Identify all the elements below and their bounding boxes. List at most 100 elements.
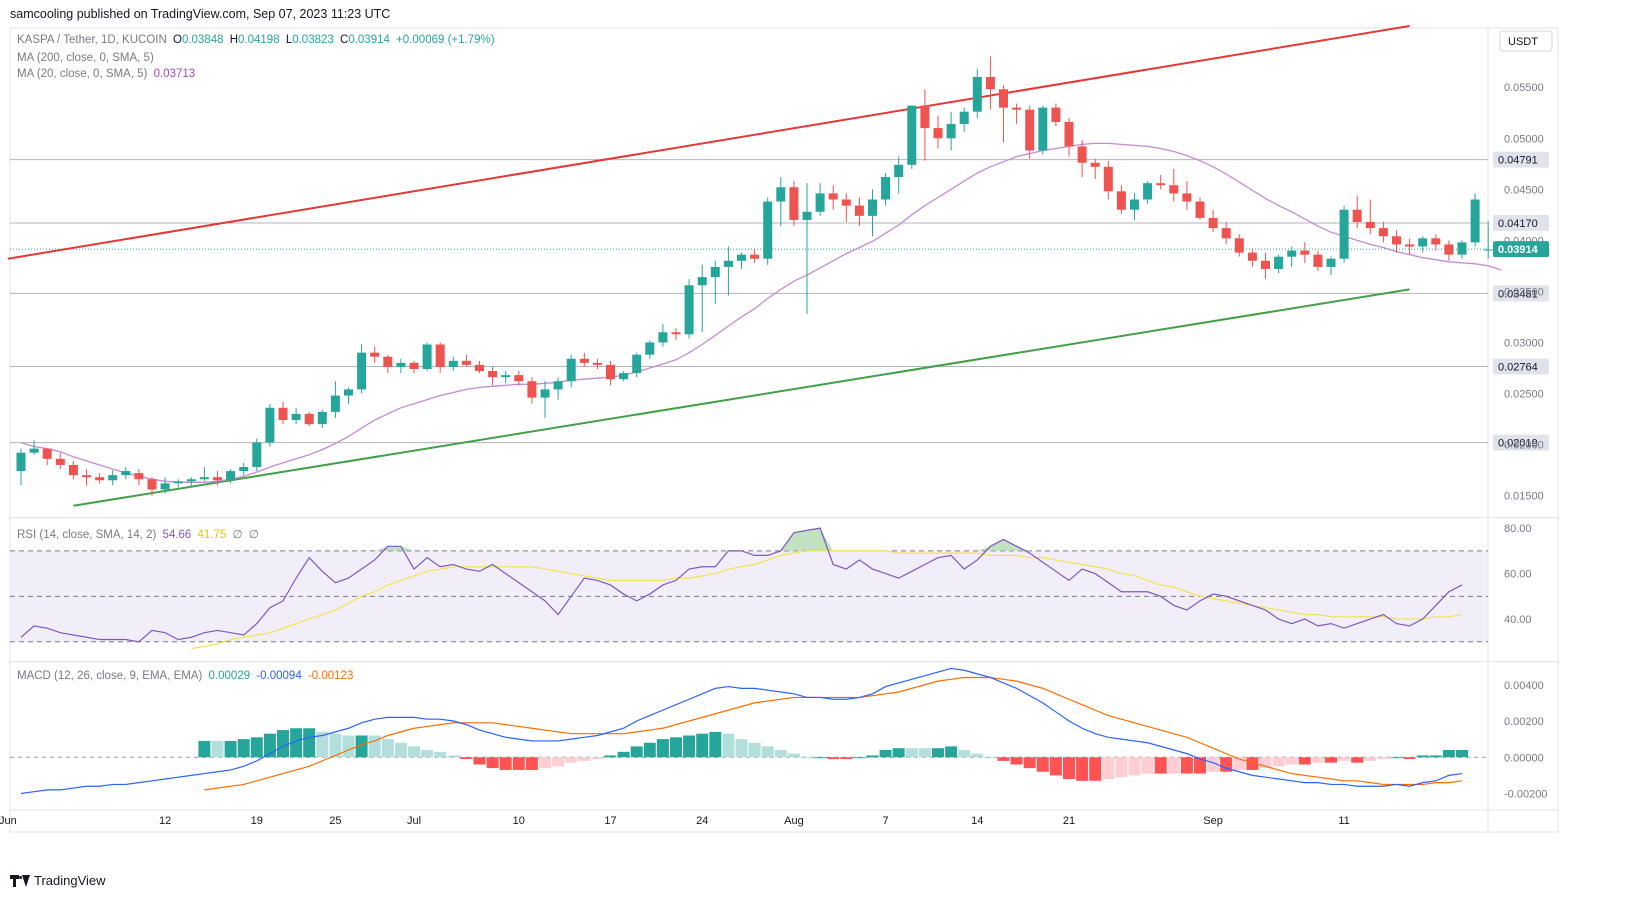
rsi-value: 54.66 — [162, 529, 192, 541]
candle-body — [199, 477, 209, 480]
time-tick-label: Sep — [1203, 815, 1223, 827]
candle-body — [723, 260, 733, 267]
candle-body — [501, 375, 511, 378]
macd-histogram-bar — [1390, 757, 1403, 759]
macd-histogram-bar — [381, 739, 394, 758]
symbol-legend: KASPA / Tether, 1D, KUCOIN O0.03848 H0.0… — [17, 34, 495, 46]
price-level-tag — [1493, 358, 1549, 375]
rsi-tick-label: 60.00 — [1504, 569, 1532, 581]
candle-body — [1130, 199, 1139, 210]
candle-body — [1038, 107, 1048, 151]
macd-histogram-bar — [1272, 757, 1285, 767]
macd-histogram-bar — [525, 757, 538, 770]
macd-histogram-bar — [670, 737, 682, 758]
macd-histogram-bar — [499, 757, 512, 770]
macd-histogram-bar — [801, 757, 813, 759]
candle-body — [527, 381, 537, 398]
macd-histogram-bar — [1167, 757, 1180, 774]
macd-legend[interactable]: MACD (12, 26, close, 9, EMA, EMA) 0.0002… — [17, 670, 354, 682]
candle-body — [213, 477, 222, 481]
macd-histogram-bar — [421, 750, 434, 758]
candle-body — [854, 205, 864, 216]
candle-body — [802, 211, 812, 220]
time-tick-label: 7 — [883, 815, 889, 827]
candle-body — [959, 111, 969, 124]
candle-body — [920, 105, 930, 129]
candle-body — [317, 411, 327, 425]
time-tick-label: 19 — [251, 815, 263, 827]
candle-body — [1457, 242, 1467, 255]
candle-body — [868, 199, 877, 216]
current-price-label: 0.03914 — [1498, 244, 1539, 256]
candle-body — [330, 395, 340, 412]
macd-histogram-bar — [892, 748, 905, 758]
candle-body — [55, 458, 65, 465]
ma200-legend[interactable]: MA (200, close, 0, SMA, 5) — [17, 52, 154, 64]
ma20-legend[interactable]: MA (20, close, 0, SMA, 5) 0.03713 — [17, 68, 196, 80]
macd-histogram-bar — [1128, 757, 1141, 776]
macd-histogram-bar — [329, 733, 342, 758]
macd-histogram-bar — [1246, 757, 1259, 770]
macd-histogram-bar — [290, 728, 303, 758]
candle-body — [1313, 254, 1323, 267]
macd-histogram-bar — [237, 739, 250, 758]
low-value: 0.03823 — [292, 34, 334, 46]
candle-body — [579, 358, 589, 363]
macd-histogram-bar — [997, 757, 1010, 761]
candle-body — [383, 356, 393, 367]
macd-signal-value: -0.00123 — [307, 670, 354, 682]
macd-histogram-bar — [1429, 755, 1442, 758]
footer-brand-label: TradingView — [34, 873, 106, 888]
price-tick-label: 0.03500 — [1504, 286, 1544, 298]
candle-body — [907, 105, 917, 165]
macd-histogram-bar — [958, 750, 971, 758]
tradingview-logo-icon — [10, 874, 30, 887]
candle-body — [1365, 221, 1375, 229]
candle-body — [1431, 238, 1441, 245]
macd-histogram-bar — [408, 746, 420, 758]
macd-histogram-bar — [735, 739, 748, 758]
time-tick-label: Jul — [407, 815, 421, 827]
macd-histogram-bar — [1416, 755, 1429, 758]
candle-body — [553, 381, 563, 390]
symbol-name: KASPA / Tether, 1D, KUCOIN — [17, 34, 167, 46]
macd-histogram-bar — [853, 757, 866, 759]
candle-body — [1182, 193, 1192, 202]
price-level-label: 0.04170 — [1498, 218, 1538, 230]
footer-brand[interactable]: TradingView — [10, 873, 106, 888]
macd-histogram-bar — [1141, 757, 1154, 774]
time-tick-label: 21 — [1063, 815, 1075, 827]
candle-body — [95, 477, 105, 481]
candle-body — [894, 164, 904, 178]
candle-body — [370, 352, 380, 357]
rsi-legend[interactable]: RSI (14, close, SMA, 14, 2) 54.66 41.75 … — [17, 529, 259, 541]
macd-histogram-bar — [211, 740, 224, 758]
candle-body — [68, 464, 78, 476]
macd-histogram-bar — [748, 742, 761, 758]
macd-tick-label: 0.00000 — [1504, 752, 1544, 764]
macd-histogram-bar — [591, 757, 604, 760]
macd-histogram-bar — [1180, 757, 1193, 774]
macd-histogram-bar — [539, 757, 551, 769]
macd-histogram-bar — [1154, 757, 1167, 774]
macd-histogram-bar — [1456, 750, 1468, 758]
candle-body — [737, 254, 746, 261]
candle-body — [1326, 258, 1336, 267]
price-tick-label: 0.02000 — [1504, 440, 1544, 452]
macd-histogram-bar — [945, 746, 958, 758]
candle-body — [344, 389, 353, 396]
price-tick-label: 0.01500 — [1504, 491, 1544, 503]
rsi-tick-label: 80.00 — [1504, 523, 1532, 535]
candle-body — [750, 254, 760, 259]
macd-histogram-bar — [643, 742, 656, 758]
candle-body — [985, 77, 995, 90]
candle-body — [409, 362, 419, 369]
candle-body — [1051, 107, 1061, 122]
candle-body — [1378, 228, 1388, 237]
macd-histogram-bar — [1010, 757, 1023, 765]
candle-body — [1470, 199, 1480, 243]
price-level-label: 0.02764 — [1498, 362, 1538, 374]
price-level-label: 0.03481 — [1498, 288, 1538, 300]
candle-body — [291, 413, 301, 421]
